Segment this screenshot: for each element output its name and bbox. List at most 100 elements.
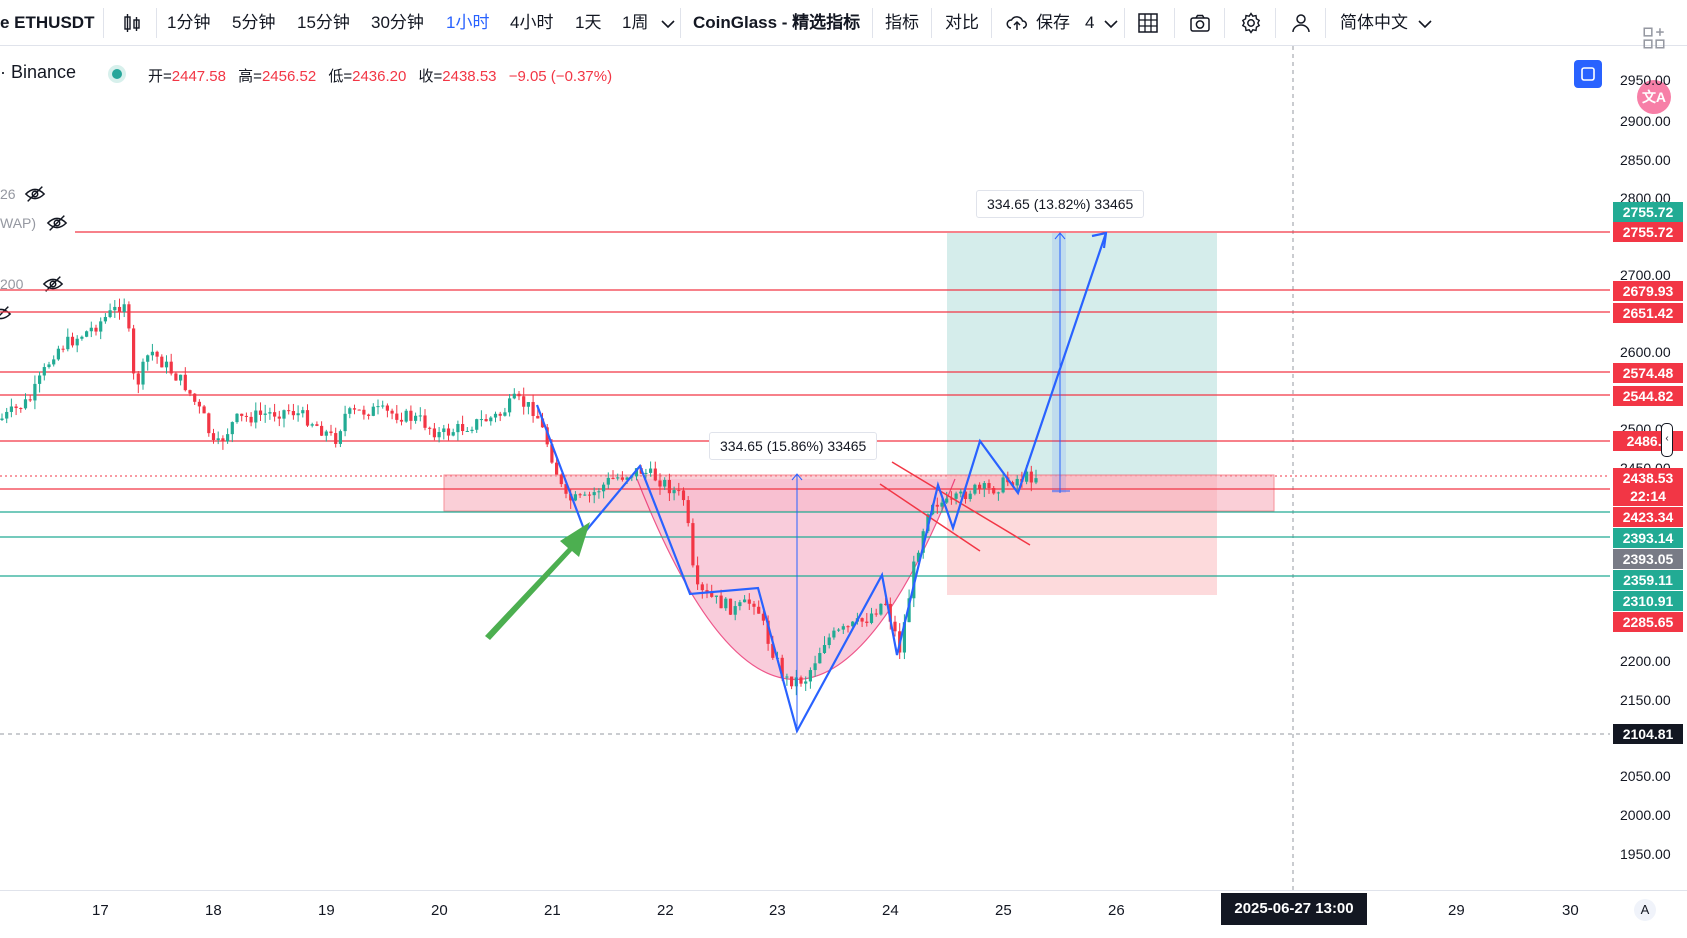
time-axis[interactable]	[0, 890, 1687, 938]
price-tick: 1950.00	[1620, 846, 1671, 862]
candle-body	[522, 396, 526, 407]
timeframe-5m[interactable]: 5分钟	[232, 13, 276, 32]
measure-band-upper	[1052, 233, 1066, 493]
candle-body	[226, 434, 230, 442]
candle-body	[193, 393, 197, 402]
green-arrow[interactable]	[485, 522, 590, 640]
candle-body	[978, 484, 982, 489]
indicator-row[interactable]: 26	[0, 186, 46, 202]
candle-body	[916, 552, 921, 562]
date-tick: 24	[882, 902, 899, 919]
cloud-upload-icon[interactable]	[1005, 11, 1029, 35]
auto-scale-button[interactable]: A	[1634, 899, 1656, 921]
camera-icon[interactable]	[1188, 11, 1212, 35]
projection-path[interactable]	[535, 232, 1108, 734]
price-tick: 2700.00	[1620, 267, 1671, 283]
add-chart-icon[interactable]	[1641, 25, 1667, 51]
measure-label-upper: 334.65 (13.82%) 33465	[976, 190, 1145, 218]
high-key: 高=	[238, 68, 262, 85]
timeframe-15m[interactable]: 15分钟	[297, 13, 350, 32]
chevron-down-icon[interactable]	[1099, 11, 1123, 35]
candle-body	[799, 677, 803, 684]
eye-hidden-icon[interactable]	[46, 213, 68, 233]
change-value: −9.05 (−0.37%)	[508, 68, 613, 85]
last-price-label: 2438.53	[1613, 468, 1683, 488]
candle-body	[320, 425, 324, 436]
indicator-row[interactable]: 200	[0, 276, 64, 292]
candle-body	[305, 410, 310, 426]
chevron-down-icon[interactable]	[1413, 11, 1437, 35]
candle-body	[352, 408, 357, 410]
chevron-down-icon[interactable]	[656, 11, 680, 35]
candle-body	[235, 413, 239, 423]
candle-body	[663, 479, 667, 487]
indicators-button[interactable]: 指标	[885, 13, 919, 32]
candle-body	[338, 431, 342, 444]
candle-body	[423, 415, 427, 428]
user-icon[interactable]	[1289, 11, 1313, 35]
resistance-lines[interactable]	[0, 231, 1610, 490]
axis-collapse-handle[interactable]: ‹	[1661, 423, 1673, 457]
eye-hidden-icon[interactable]	[24, 184, 46, 204]
candle-body	[827, 637, 831, 646]
layout-grid-icon[interactable]	[1136, 11, 1160, 35]
candle-body	[301, 410, 305, 414]
candle-body	[475, 419, 479, 430]
translate-icon[interactable]: 文A	[1637, 80, 1671, 114]
candle-body	[884, 603, 888, 605]
price-label: 2755.72	[1613, 222, 1683, 242]
timeframe-1w[interactable]: 1周	[622, 13, 649, 32]
timeframe-4h[interactable]: 4小时	[510, 13, 554, 32]
indicator-row[interactable]: WAP)	[0, 215, 68, 231]
candle-body	[409, 410, 413, 421]
candle-body	[376, 406, 380, 408]
candle-body	[465, 430, 469, 432]
toolbar-divider	[1224, 8, 1225, 38]
date-tick: 25	[995, 902, 1012, 919]
timeframe-1h[interactable]: 1小时	[446, 13, 490, 32]
candle-body	[893, 621, 897, 632]
candle-body	[837, 629, 841, 631]
candle-body	[1025, 471, 1029, 482]
candle-body	[992, 487, 996, 494]
indicator-label: 200	[0, 276, 24, 292]
candle-body	[461, 424, 465, 432]
timeframe-1m[interactable]: 1分钟	[167, 13, 211, 32]
symbol-name[interactable]: e ETHUSDT	[0, 13, 95, 32]
price-chart[interactable]	[0, 46, 1610, 891]
language-select[interactable]: 简体中文	[1340, 13, 1408, 32]
candle-body	[113, 306, 117, 311]
candle-body	[602, 484, 606, 492]
candle-body	[211, 433, 216, 441]
save-button[interactable]: 保存	[1036, 13, 1070, 32]
gear-icon[interactable]	[1239, 11, 1263, 35]
candlestick-type-icon[interactable]	[120, 11, 144, 35]
candle-body	[794, 677, 798, 687]
indicator-template-button[interactable]: CoinGlass - 精选指标	[693, 13, 861, 32]
eye-hidden-icon[interactable]	[42, 274, 64, 294]
timeframe-30m[interactable]: 30分钟	[371, 13, 424, 32]
compare-button[interactable]: 对比	[945, 13, 979, 32]
candle-body	[841, 626, 845, 630]
eye-hidden-icon[interactable]	[0, 304, 12, 324]
support-lines[interactable]	[0, 511, 1610, 577]
candle-body	[959, 491, 963, 494]
candle-body	[996, 492, 1000, 494]
timeframe-1d[interactable]: 1天	[575, 13, 602, 32]
layout-count[interactable]: 4	[1085, 13, 1095, 32]
fullscreen-button[interactable]	[1574, 60, 1602, 88]
candle-body	[127, 304, 131, 329]
candle-body	[277, 416, 281, 419]
candle-body	[545, 427, 549, 445]
price-label: 2285.65	[1613, 612, 1683, 632]
candle-body	[146, 355, 150, 362]
candle-body	[254, 410, 258, 423]
candle-body	[573, 494, 577, 501]
candle-body	[89, 327, 93, 332]
price-tick: 2000.00	[1620, 807, 1671, 823]
target-zone[interactable]	[947, 233, 1217, 475]
candle-body	[38, 375, 42, 384]
indicator-label: WAP)	[0, 215, 37, 231]
candle-body	[649, 468, 653, 473]
candle-body	[240, 413, 244, 416]
